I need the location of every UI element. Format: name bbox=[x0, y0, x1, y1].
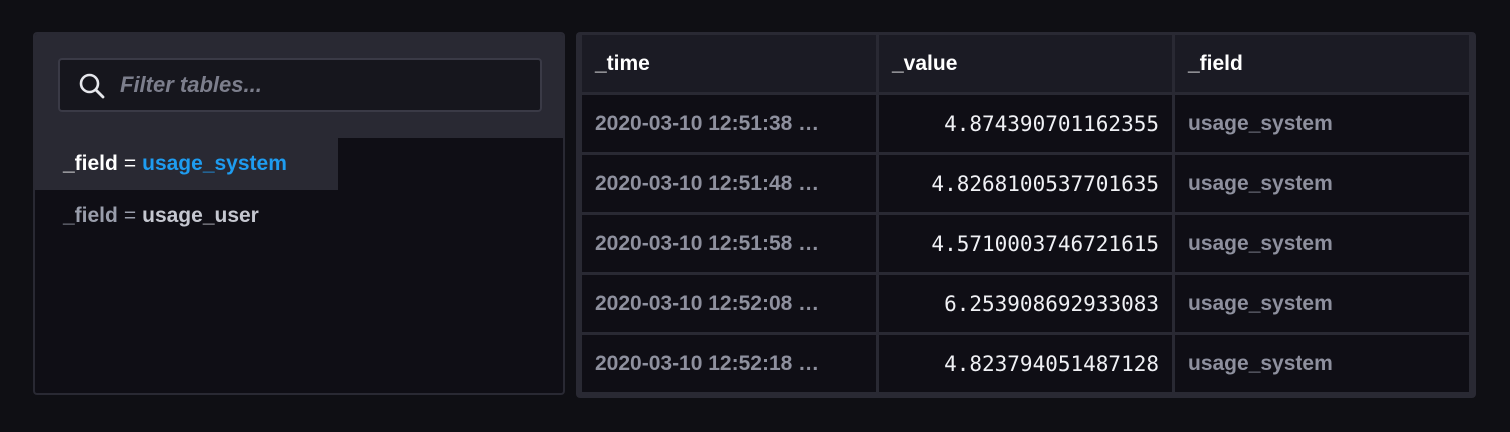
tables-sidebar: _field=usage_system _field=usage_user bbox=[33, 32, 565, 395]
header-value[interactable]: _value bbox=[879, 35, 1172, 92]
table-item-key: _field bbox=[63, 152, 118, 175]
table-item-key: _field bbox=[63, 204, 118, 227]
cell-field: usage_system bbox=[1175, 215, 1469, 272]
filter-box[interactable] bbox=[58, 58, 542, 112]
table-item-usage-system[interactable]: _field = usage_system bbox=[35, 138, 338, 190]
cell-field: usage_system bbox=[1175, 95, 1469, 152]
data-table: _time _value _field 2020-03-10 12:51:38 … bbox=[579, 32, 1472, 395]
cell-time: 2020-03-10 12:52:18 … bbox=[582, 335, 876, 392]
table-item-value: usage_user bbox=[142, 204, 259, 227]
table-item-equals: = bbox=[123, 204, 137, 227]
filter-tables-input[interactable] bbox=[120, 60, 520, 110]
cell-field: usage_system bbox=[1175, 275, 1469, 332]
table-row: 2020-03-10 12:51:58 … 4.5710003746721615… bbox=[582, 215, 1469, 272]
cell-field: usage_system bbox=[1175, 335, 1469, 392]
table-item-usage-user[interactable]: _field = usage_user bbox=[35, 190, 563, 242]
cell-time: 2020-03-10 12:51:38 … bbox=[582, 95, 876, 152]
cell-time: 2020-03-10 12:51:58 … bbox=[582, 215, 876, 272]
table-row: 2020-03-10 12:52:08 … 6.253908692933083 … bbox=[582, 275, 1469, 332]
cell-value: 4.8268100537701635 bbox=[879, 155, 1172, 212]
tables-list: _field = usage_system _field = usage_user bbox=[35, 138, 563, 242]
cell-time: 2020-03-10 12:52:08 … bbox=[582, 275, 876, 332]
cell-field: usage_system bbox=[1175, 155, 1469, 212]
table-item-equals: = bbox=[123, 152, 137, 175]
table-row: 2020-03-10 12:51:38 … 4.874390701162355 … bbox=[582, 95, 1469, 152]
search-icon bbox=[78, 72, 106, 100]
header-field[interactable]: _field bbox=[1175, 35, 1469, 92]
header-time[interactable]: _time bbox=[582, 35, 876, 92]
cell-value: 4.874390701162355 bbox=[879, 95, 1172, 152]
table-item-value: usage_system bbox=[142, 152, 287, 175]
cell-value: 4.5710003746721615 bbox=[879, 215, 1172, 272]
cell-value: 4.823794051487128 bbox=[879, 335, 1172, 392]
cell-time: 2020-03-10 12:51:48 … bbox=[582, 155, 876, 212]
filter-area bbox=[35, 34, 563, 138]
table-row: 2020-03-10 12:52:18 … 4.823794051487128 … bbox=[582, 335, 1469, 392]
table-row: 2020-03-10 12:51:48 … 4.8268100537701635… bbox=[582, 155, 1469, 212]
table-header-row: _time _value _field bbox=[582, 35, 1469, 92]
cell-value: 6.253908692933083 bbox=[879, 275, 1172, 332]
data-table-panel: _time _value _field 2020-03-10 12:51:38 … bbox=[576, 32, 1476, 398]
